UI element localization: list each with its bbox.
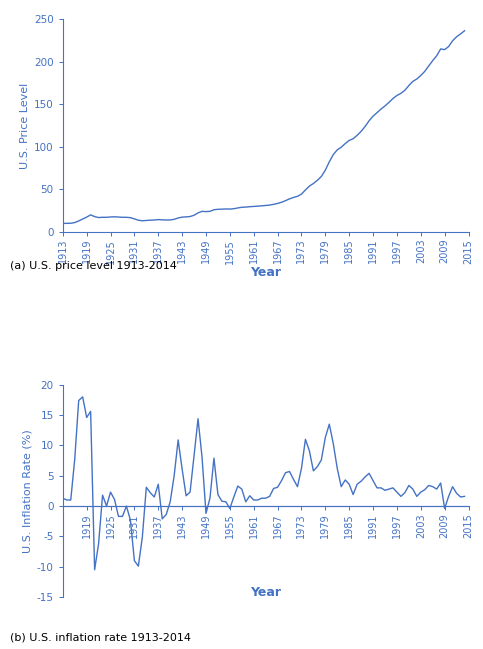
X-axis label: Year: Year <box>250 587 281 600</box>
Y-axis label: U.S. Inflation Rate (%): U.S. Inflation Rate (%) <box>23 429 32 553</box>
Y-axis label: U.S. Price Level: U.S. Price Level <box>20 82 30 169</box>
Text: (a) U.S. price level 1913-2014: (a) U.S. price level 1913-2014 <box>10 261 176 271</box>
Text: (b) U.S. inflation rate 1913-2014: (b) U.S. inflation rate 1913-2014 <box>10 633 191 643</box>
X-axis label: Year: Year <box>250 266 281 279</box>
